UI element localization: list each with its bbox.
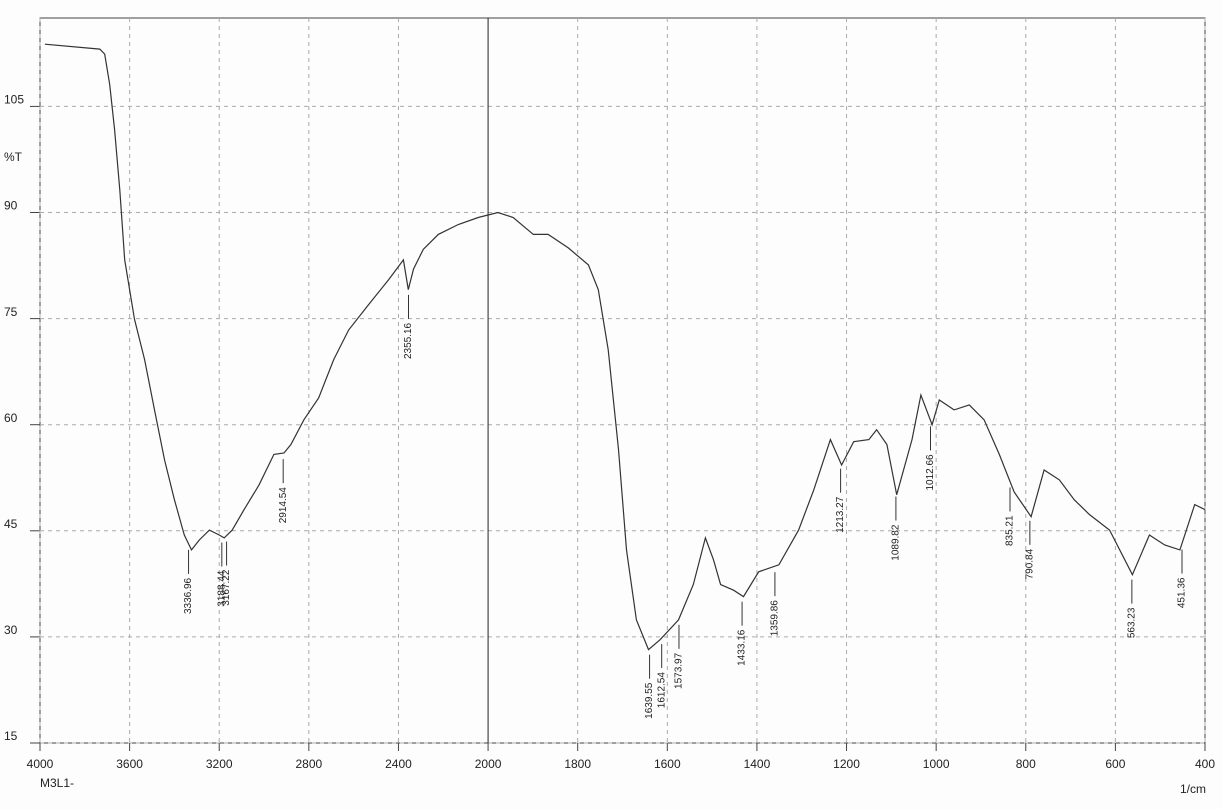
- peak-label: 3336.96: [183, 577, 194, 614]
- x-tick-label: 800: [1016, 757, 1036, 771]
- peak-label: 3188.44: [216, 570, 227, 607]
- x-tick-label: 1800: [564, 757, 591, 771]
- x-tick-label: 4000: [27, 757, 54, 771]
- spectrum-line: [44, 43, 1206, 651]
- peak-label: 1359.86: [770, 600, 781, 637]
- x-tick-label: 1400: [744, 757, 771, 771]
- x-tick-label: 2800: [295, 757, 322, 771]
- peak-label: 563.23: [1127, 607, 1138, 638]
- x-tick-label: 2000: [475, 757, 502, 771]
- x-tick-label: 2400: [385, 757, 412, 771]
- peak-label: 1612.54: [656, 672, 667, 709]
- x-tick-label: 1200: [833, 757, 860, 771]
- peak-label: 3167.22: [221, 569, 232, 606]
- peak-label: 1012.66: [925, 454, 936, 491]
- y-tick-label: 90: [4, 199, 18, 213]
- peak-label: 790.84: [1025, 548, 1036, 579]
- peak-label: 1089.82: [891, 524, 902, 561]
- peak-label: 835.21: [1005, 515, 1016, 546]
- peak-label: 1639.55: [644, 682, 655, 719]
- x-tick-label: 3200: [206, 757, 233, 771]
- x-tick-label: 3600: [116, 757, 143, 771]
- peak-label: 1213.27: [835, 496, 846, 533]
- y-tick-label: 15: [4, 729, 18, 743]
- x-tick-label: 1000: [923, 757, 950, 771]
- y-tick-label: 75: [4, 305, 18, 319]
- peak-label: 2914.54: [278, 487, 289, 524]
- peak-label: 451.36: [1177, 577, 1188, 608]
- y-tick-label: 60: [4, 411, 18, 425]
- y-tick-label: 30: [4, 623, 18, 637]
- x-axis-label: 1/cm: [1180, 782, 1206, 796]
- x-tick-label: 400: [1195, 757, 1215, 771]
- peak-label: 2355.16: [403, 322, 414, 359]
- sample-name: M3L1-: [40, 776, 74, 790]
- y-axis-label: %T: [4, 150, 23, 164]
- peak-label: 1573.97: [674, 652, 685, 689]
- peak-label: 1433.16: [737, 629, 748, 666]
- y-tick-label: 105: [4, 93, 24, 107]
- x-tick-label: 1600: [654, 757, 681, 771]
- x-tick-label: 600: [1105, 757, 1125, 771]
- y-tick-label: 45: [4, 517, 18, 531]
